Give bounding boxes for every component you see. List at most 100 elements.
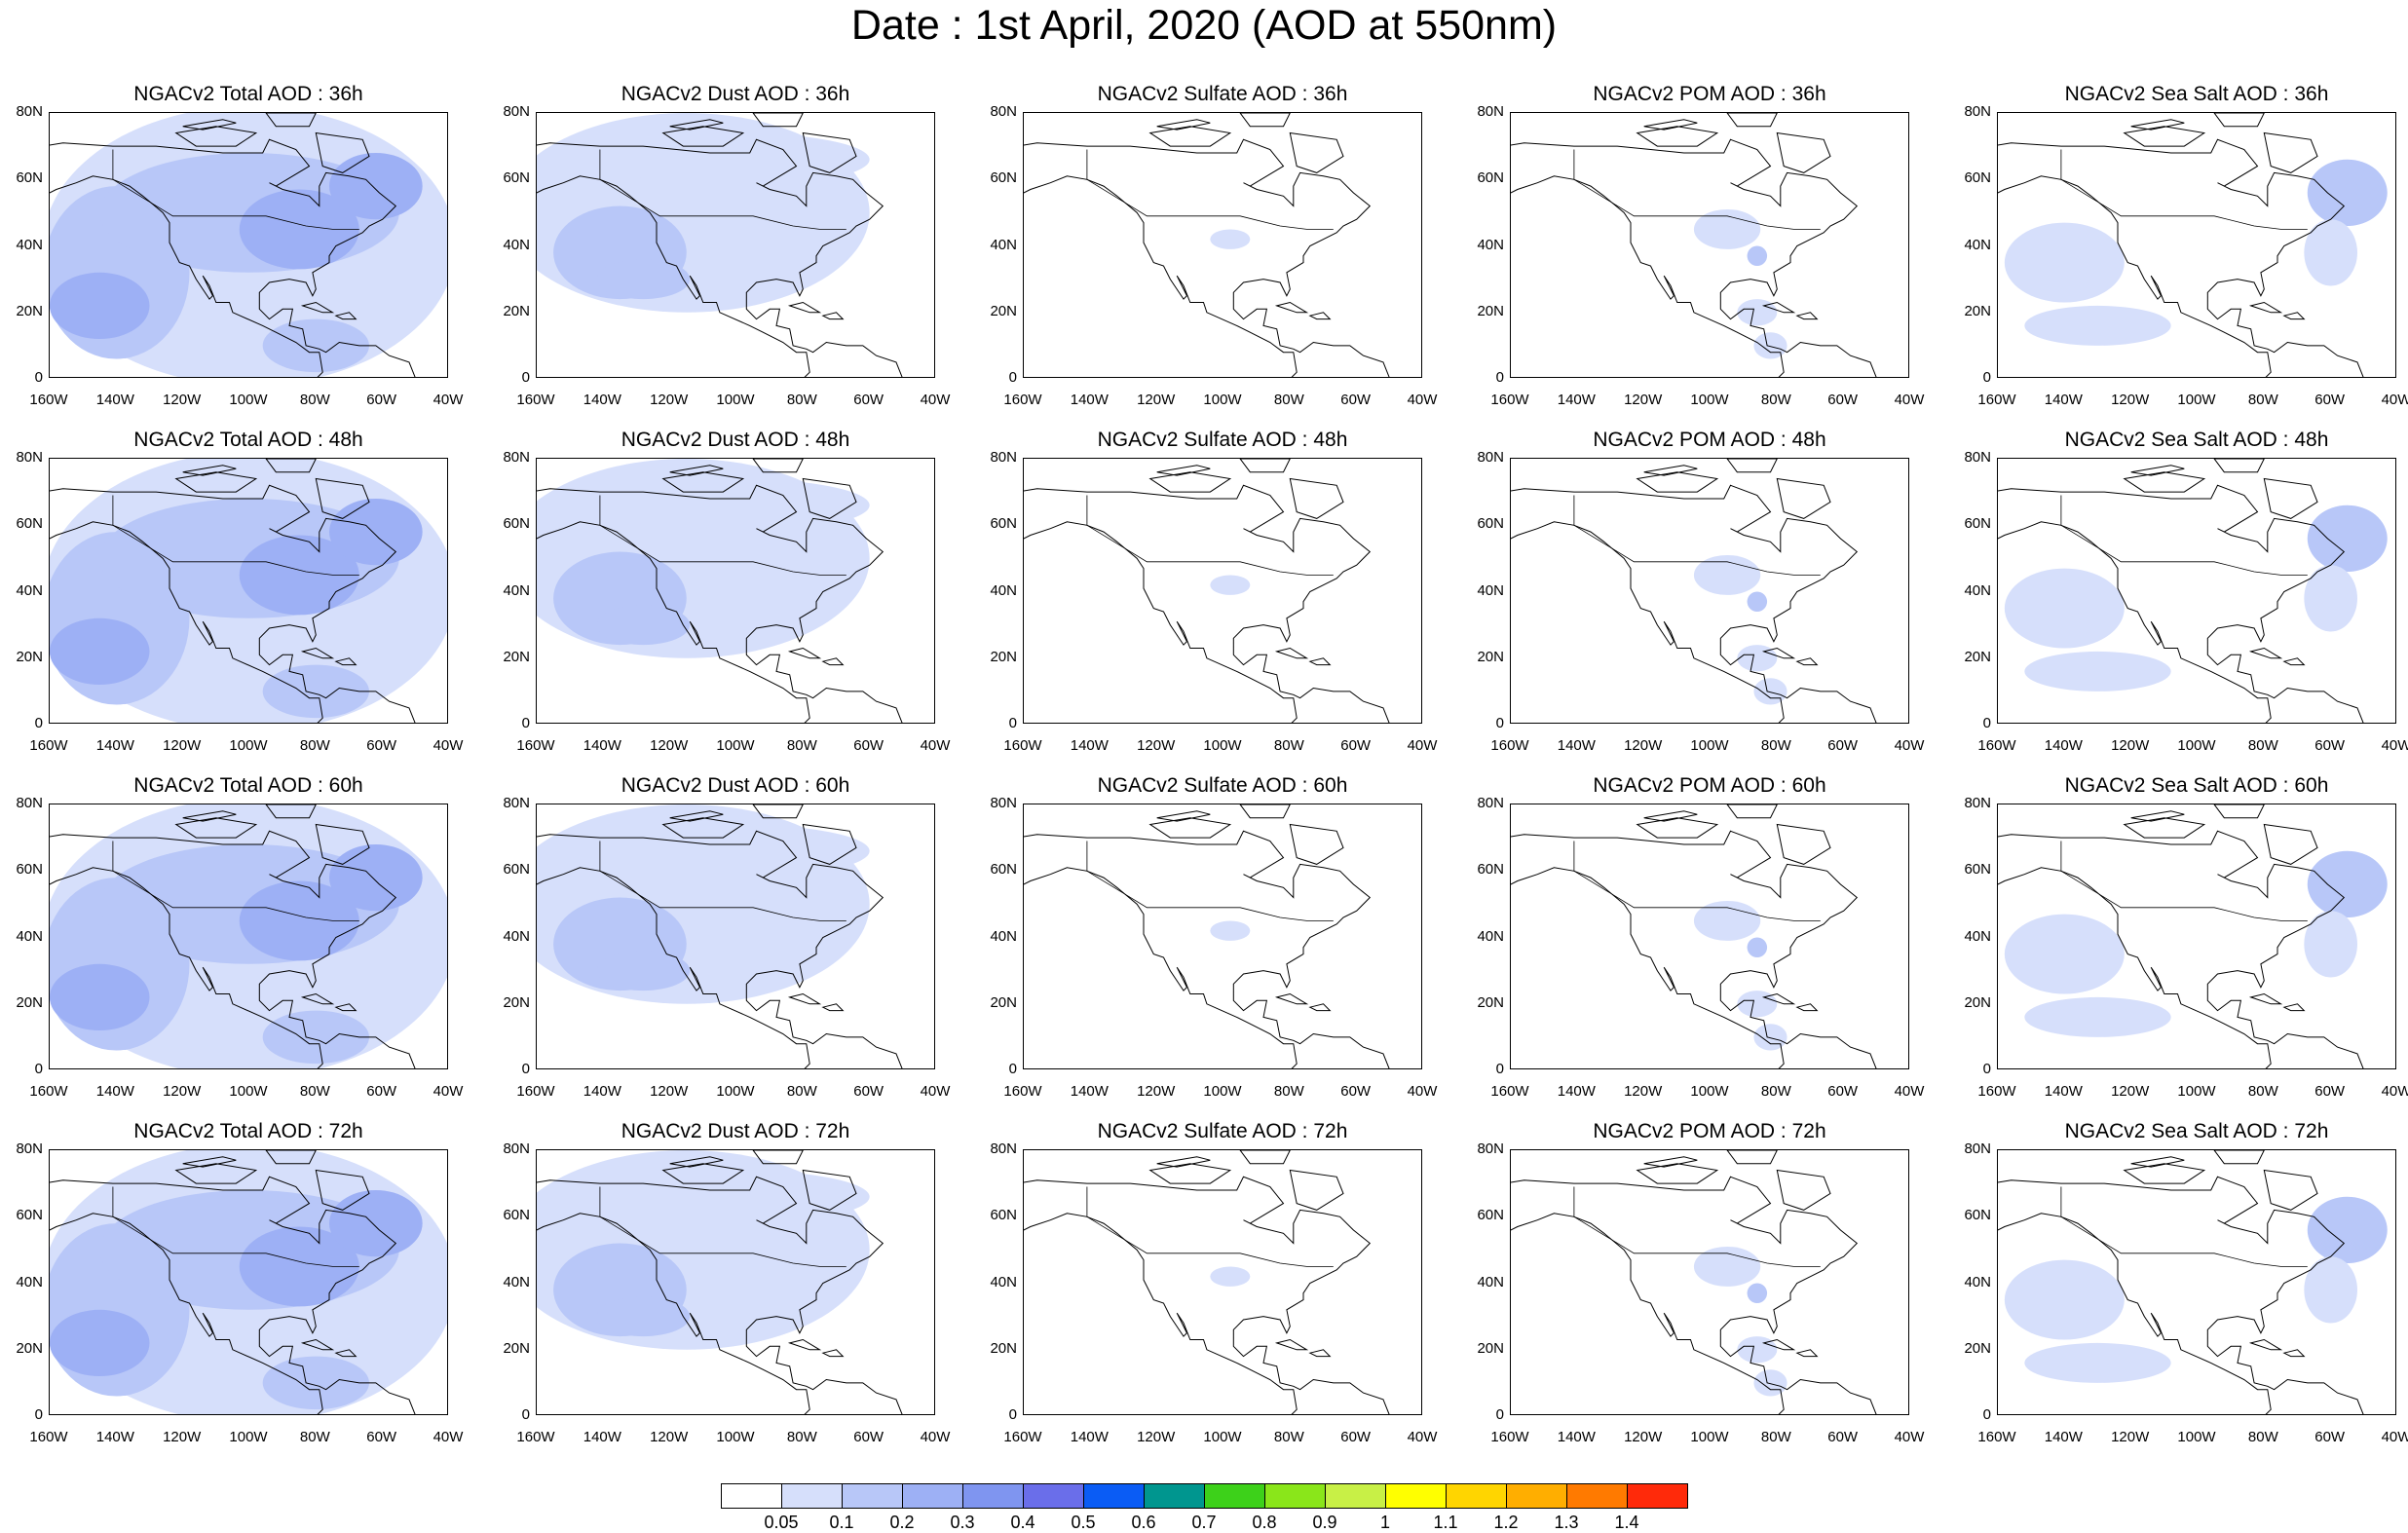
lat-tick-label: 0 — [1495, 1061, 1504, 1077]
island-outline — [661, 1163, 745, 1184]
island-outline — [334, 1349, 357, 1358]
island-outline — [300, 301, 335, 314]
lon-tick-label: 160W — [1977, 737, 2016, 754]
lat-tick-label: 40N — [16, 236, 43, 253]
lon-tick-label: 60W — [366, 392, 397, 408]
lon-tick-label: 160W — [29, 1429, 68, 1445]
aod-map — [537, 459, 903, 723]
island-outline — [2213, 804, 2265, 819]
lat-tick-label: 20N — [503, 302, 530, 319]
national-border — [112, 495, 359, 576]
lon-tick-label: 60W — [2314, 1083, 2346, 1100]
lon-tick-label: 120W — [1624, 737, 1663, 754]
island-outline — [661, 817, 745, 839]
lat-tick-label: 40N — [1477, 1273, 1504, 1290]
island-outline — [1761, 647, 1796, 659]
aod-shading — [50, 272, 150, 340]
lon-tick-label: 140W — [2044, 392, 2083, 408]
aod-shading — [239, 880, 359, 961]
lon-tick-label: 60W — [1340, 392, 1372, 408]
national-border — [1573, 495, 1821, 576]
colorbar-swatch — [1446, 1483, 1507, 1509]
colorbar-swatch — [781, 1483, 843, 1509]
island-outline — [2263, 131, 2318, 173]
panel-title: NGACv2 Sulfate AOD : 48h — [1097, 429, 1348, 451]
lon-tick-label: 100W — [716, 1083, 755, 1100]
colorbar-swatch — [962, 1483, 1024, 1509]
lat-tick-label: 40N — [16, 581, 43, 599]
aod-map — [1024, 1150, 1390, 1414]
island-outline — [315, 477, 370, 519]
colorbar-label: 0.9 — [1312, 1513, 1337, 1532]
lon-tick-label: 40W — [920, 392, 951, 408]
lat-tick-label: 20N — [1964, 993, 1991, 1011]
lon-tick-label: 120W — [163, 1083, 202, 1100]
island-outline — [752, 459, 804, 473]
island-outline — [174, 817, 258, 839]
map-frame — [1997, 458, 2396, 724]
lon-tick-label: 100W — [716, 392, 755, 408]
aod-map — [1511, 804, 1877, 1068]
aod-shading — [1693, 900, 1761, 941]
map-panel: NGACv2 Sea Salt AOD : 36h 80N 60N 40N 20N 0 16… — [1948, 83, 2408, 424]
island-outline — [1643, 119, 1698, 131]
island-outline — [1795, 657, 1819, 666]
map-panel: NGACv2 Dust AOD : 36h 80N 60N 40N 20N 0 160W 14… — [487, 83, 974, 424]
aod-map — [1998, 459, 2388, 723]
lat-tick-label: 60N — [503, 515, 530, 533]
island-outline — [334, 657, 357, 666]
aod-map — [537, 113, 903, 377]
colorbar-swatch — [1083, 1483, 1145, 1509]
island-outline — [669, 119, 724, 131]
aod-shading — [1210, 575, 1251, 595]
island-outline — [2213, 1150, 2265, 1165]
lon-tick-label: 60W — [853, 1083, 884, 1100]
lon-tick-label: 160W — [1977, 1429, 2016, 1445]
lat-tick-label: 40N — [990, 236, 1017, 253]
island-outline — [787, 992, 822, 1005]
island-outline — [265, 804, 317, 819]
lat-tick-label: 40N — [16, 927, 43, 945]
lon-tick-label: 100W — [229, 1429, 268, 1445]
lon-tick-label: 40W — [2381, 1429, 2408, 1445]
map-frame — [536, 1149, 935, 1415]
aod-shading — [1753, 678, 1787, 705]
national-border — [599, 495, 847, 576]
lon-tick-label: 100W — [229, 1083, 268, 1100]
island-outline — [1274, 647, 1309, 659]
lon-tick-label: 60W — [366, 1429, 397, 1445]
lat-tick-label: 40N — [1477, 581, 1504, 599]
lon-tick-label: 100W — [716, 1429, 755, 1445]
aod-shading — [1210, 920, 1251, 941]
lon-tick-label: 80W — [1760, 1083, 1791, 1100]
lon-tick-label: 140W — [583, 1429, 621, 1445]
lat-tick-label: 80N — [990, 1140, 1017, 1157]
map-panel: NGACv2 Sea Salt AOD : 72h 80N 60N 40N 20N 0 16… — [1948, 1120, 2408, 1461]
map-panel: NGACv2 Dust AOD : 48h 80N 60N 40N 20N 0 160W 14… — [487, 429, 974, 769]
lat-tick-label: 40N — [503, 927, 530, 945]
lat-tick-label: 0 — [1982, 1406, 1991, 1423]
lon-tick-label: 60W — [2314, 1429, 2346, 1445]
aod-shading — [329, 152, 423, 220]
lon-tick-label: 120W — [1624, 392, 1663, 408]
island-outline — [802, 823, 857, 865]
lat-tick-label: 40N — [1477, 927, 1504, 945]
aod-map — [537, 1150, 903, 1414]
national-border — [599, 1186, 847, 1267]
lon-tick-label: 40W — [1894, 737, 1925, 754]
national-border — [2060, 841, 2308, 921]
lat-tick-label: 0 — [34, 369, 43, 386]
national-border — [1573, 1186, 1821, 1267]
panel-title: NGACv2 Total AOD : 48h — [133, 429, 363, 451]
map-frame — [1997, 112, 2396, 378]
lat-tick-label: 20N — [1964, 648, 1991, 665]
aod-shading — [2024, 1342, 2171, 1383]
island-outline — [2213, 459, 2265, 473]
lon-tick-label: 160W — [1003, 1083, 1042, 1100]
island-outline — [174, 126, 258, 147]
aod-shading — [603, 478, 870, 533]
aod-map — [50, 1150, 447, 1414]
island-outline — [2248, 301, 2283, 314]
panel-title: NGACv2 Sulfate AOD : 72h — [1097, 1120, 1348, 1142]
lat-tick-label: 20N — [1964, 302, 1991, 319]
